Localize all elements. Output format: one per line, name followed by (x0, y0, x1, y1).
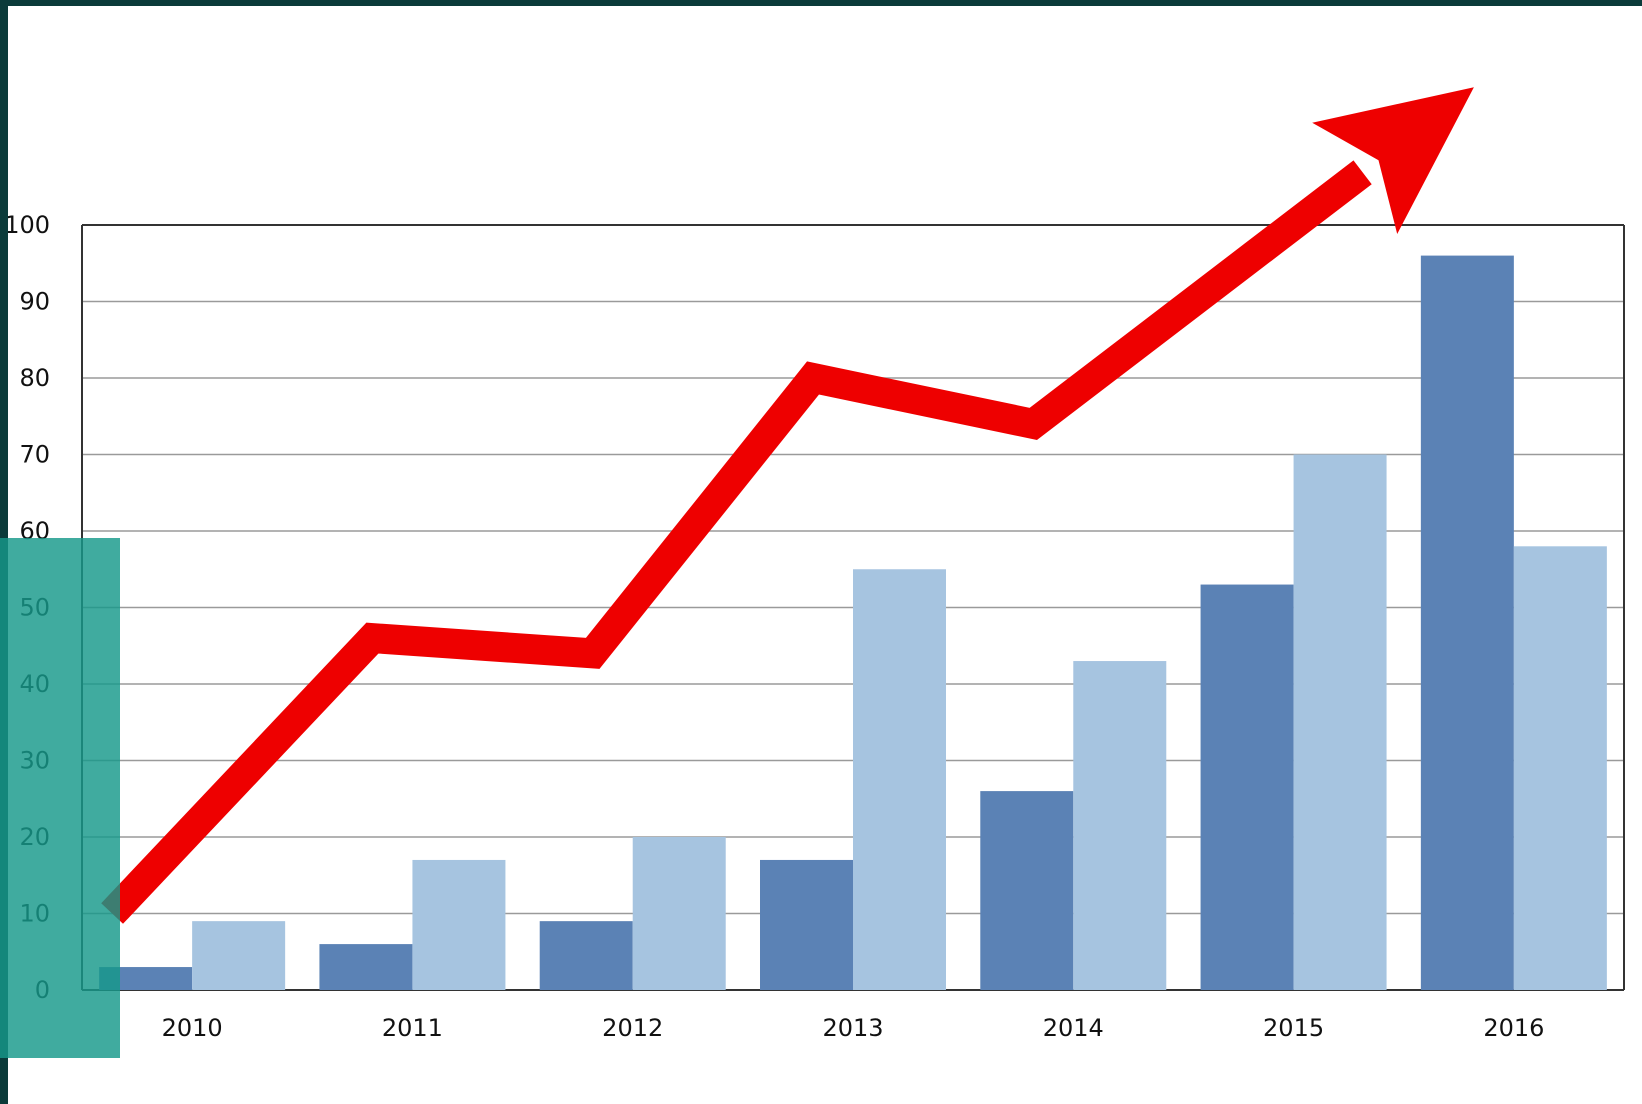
bar-series2-2015 (1293, 454, 1387, 990)
bar-series1-2012 (539, 921, 633, 990)
bar-series2-2010 (192, 921, 286, 990)
x-tick-label-2010: 2010 (162, 1014, 223, 1042)
bar-series1-2016 (1420, 255, 1514, 991)
bar-series2-2013 (853, 569, 946, 990)
x-axis-ticks: 2010 2011 2012 2013 2014 2015 2016 (162, 1014, 1545, 1042)
x-tick-label-2015: 2015 (1263, 1014, 1324, 1042)
bars-layer (99, 255, 1607, 991)
teal-accent-block (0, 538, 120, 1058)
bar-series1-2013 (760, 859, 853, 990)
trend-arrow-head (1312, 87, 1474, 234)
x-tick-label-2011: 2011 (382, 1014, 443, 1042)
y-tick-label-80: 80 (19, 364, 50, 392)
bar-series1-2011 (319, 944, 413, 990)
y-tick-label-70: 70 (19, 441, 50, 469)
y-tick-label-100: 100 (4, 211, 50, 239)
bar-series2-2016 (1513, 546, 1607, 990)
trend-layer (101, 87, 1474, 924)
bar-series1-2015 (1200, 584, 1294, 990)
x-tick-label-2016: 2016 (1483, 1014, 1544, 1042)
x-tick-label-2013: 2013 (822, 1014, 883, 1042)
x-tick-label-2012: 2012 (602, 1014, 663, 1042)
bar-series2-2011 (412, 859, 506, 990)
bar-series2-2014 (1073, 661, 1167, 990)
top-frame-bar (0, 0, 1642, 6)
trend-arrow-shaft (101, 160, 1372, 924)
bar-series1-2014 (980, 791, 1074, 990)
y-tick-label-90: 90 (19, 288, 50, 316)
x-tick-label-2014: 2014 (1043, 1014, 1104, 1042)
bar-series1-2010 (99, 967, 193, 990)
bar-series2-2012 (632, 837, 726, 990)
